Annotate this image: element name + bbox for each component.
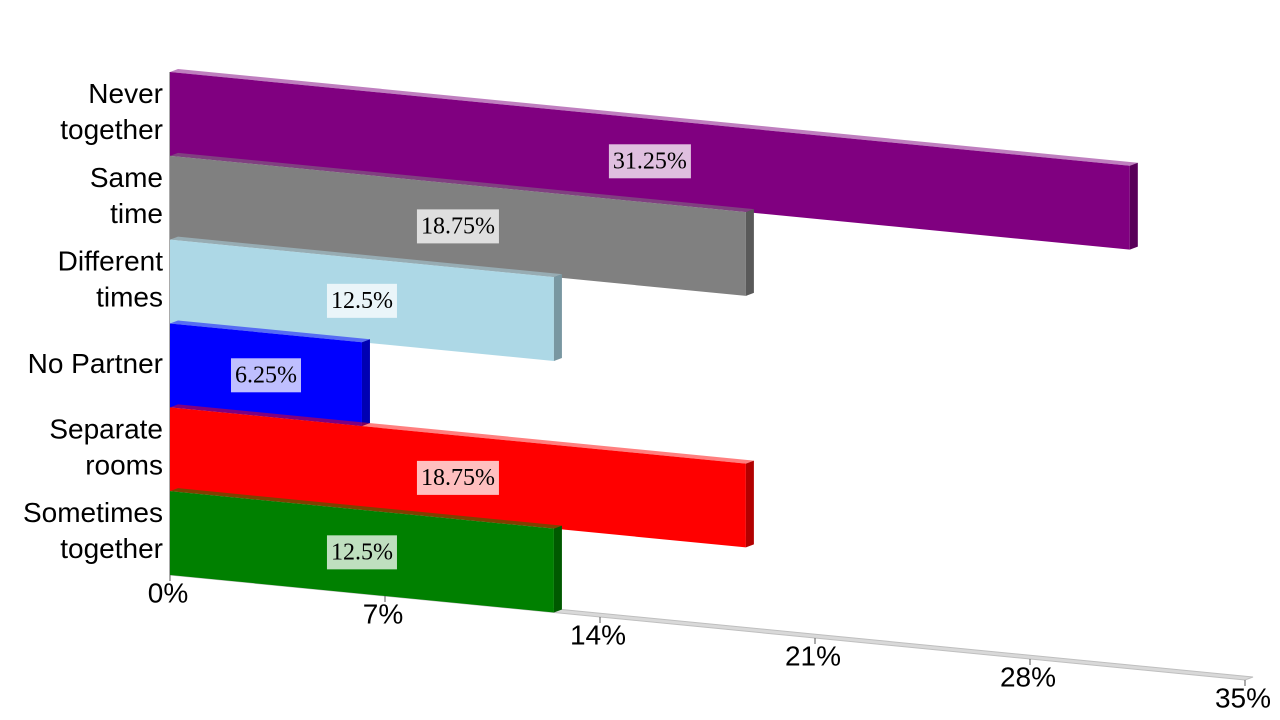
value-label-group: 12.5%	[326, 535, 397, 570]
value-label-bg	[230, 358, 301, 393]
bar-top	[170, 236, 562, 278]
bar-top	[170, 488, 562, 529]
value-label: 31.25%	[613, 148, 687, 174]
y-tick-label-line: Sometimes	[23, 497, 163, 528]
y-tick-label: Different times	[58, 246, 164, 313]
y-tick-label-line: Different	[58, 246, 164, 277]
value-label-group: 31.25%	[608, 144, 691, 179]
bar-side	[1129, 162, 1138, 250]
value-label: 18.75%	[421, 213, 495, 239]
x-tick-label: 14%	[570, 619, 626, 650]
y-tick-label: Separate rooms	[49, 414, 163, 481]
y-tick-label-line: Same	[90, 162, 163, 193]
bar-top	[170, 404, 754, 464]
value-label: 18.75%	[421, 465, 495, 491]
y-tick-label-line: together	[60, 114, 163, 145]
y-tick-label: No Partner	[28, 348, 163, 379]
value-label: 12.5%	[331, 288, 393, 314]
y-tick-label: Never together	[60, 78, 163, 145]
bar-side	[361, 339, 370, 427]
value-label-group: 6.25%	[230, 358, 301, 393]
value-label-bg	[326, 535, 397, 570]
y-tick-label-line: time	[110, 198, 163, 229]
x-tick-label: 28%	[1000, 661, 1056, 692]
value-label: 12.5%	[331, 539, 393, 565]
bar-side	[745, 460, 754, 548]
value-label-bg	[326, 283, 397, 318]
x-tick-label: 0%	[148, 577, 188, 608]
y-tick-label-line: rooms	[85, 450, 163, 481]
y-tick-label-line: together	[60, 533, 163, 564]
value-label-group: 12.5%	[326, 283, 397, 318]
x-tick-label: 21%	[785, 640, 841, 671]
bar-side	[553, 274, 562, 361]
bar-top	[170, 320, 370, 343]
value-label-bg	[416, 460, 499, 495]
y-tick-label-line: times	[96, 282, 163, 313]
y-tick-label: Sometimes together	[23, 497, 163, 564]
bar-top	[170, 69, 1138, 166]
x-tick-label: 35%	[1215, 682, 1271, 713]
y-tick-label-line: Never	[88, 78, 163, 109]
bar-side	[745, 209, 754, 296]
value-label-group: 18.75%	[416, 209, 499, 244]
value-label-bg	[608, 144, 691, 179]
value-label-group: 18.75%	[416, 460, 499, 495]
y-tick-label: Same time	[90, 162, 163, 229]
value-label-bg	[416, 209, 499, 244]
y-tick-label-line: Separate	[49, 414, 163, 445]
x-tick-label: 7%	[363, 598, 403, 629]
bar-top	[170, 152, 754, 213]
value-label: 6.25%	[235, 362, 297, 388]
bar-side	[553, 525, 562, 613]
